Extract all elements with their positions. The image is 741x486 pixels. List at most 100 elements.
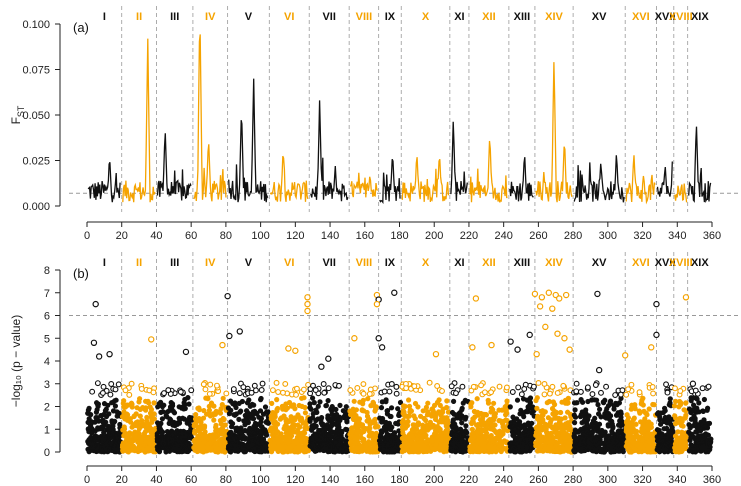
x-tick-label: 120 (286, 474, 304, 486)
chromosome-label: XIV (545, 11, 563, 23)
manhattan-point (214, 382, 220, 389)
x-tick-label: 160 (356, 230, 374, 242)
manhattan-point (269, 387, 276, 394)
manhattan-point (321, 389, 328, 396)
manhattan-point (388, 380, 395, 387)
manhattan-point-group (191, 395, 230, 455)
fst-series-line (156, 133, 192, 201)
manhattan-point (535, 379, 542, 386)
chromosome-label: VIII (356, 11, 373, 23)
manhattan-point-group (154, 395, 195, 455)
y-tick-label: 0.050 (22, 110, 50, 122)
manhattan-point-group (571, 395, 628, 455)
x-tick-label: 320 (633, 230, 651, 242)
manhattan-point (89, 388, 96, 395)
x-tick-label: 360 (703, 230, 721, 242)
manhattan-point (273, 379, 280, 386)
manhattan-point (573, 388, 580, 395)
manhattan-point (448, 383, 455, 390)
manhattan-outlier-point (469, 344, 476, 351)
manhattan-outlier-point (561, 335, 568, 342)
manhattan-point (293, 391, 299, 398)
fst-series-line (688, 126, 712, 204)
fst-series-line (87, 162, 121, 203)
manhattan-outlier-point (304, 300, 311, 308)
manhattan-outlier-point (682, 294, 690, 301)
manhattan-point (100, 383, 107, 390)
manhattan-point (126, 391, 133, 398)
manhattan-point-group (267, 395, 312, 455)
manhattan-outlier-point (226, 332, 233, 340)
chromosome-label: IX (385, 11, 396, 23)
y-tick-label: 0.075 (22, 65, 50, 77)
manhattan-outlier-point (542, 323, 549, 331)
manhattan-point (258, 387, 265, 393)
manhattan-point (617, 391, 624, 398)
manhattan-point (692, 387, 699, 394)
manhattan-point-group (671, 398, 689, 455)
fst-series-line (379, 158, 401, 205)
manhattan-point (230, 386, 237, 393)
x-tick-label: 340 (668, 230, 686, 242)
manhattan-point (248, 389, 255, 396)
manhattan-point-group (467, 396, 511, 455)
x-tick-label: 200 (425, 230, 443, 242)
chromosome-label: XVII (655, 257, 676, 269)
chromosome-label: IX (385, 257, 396, 269)
manhattan-point (515, 384, 522, 391)
fst-series-line (625, 155, 656, 205)
manhattan-point (628, 381, 635, 388)
manhattan-point (112, 386, 119, 393)
manhattan-point (188, 387, 195, 394)
manhattan-point (403, 385, 410, 392)
fst-series-line (228, 78, 269, 203)
manhattan-point (554, 390, 561, 396)
chromosome-label: VIII (356, 257, 373, 269)
manhattan-point (366, 391, 373, 397)
x-tick-label: 220 (460, 230, 478, 242)
chromosome-label: II (136, 11, 142, 23)
x-tick-label: 20 (116, 230, 128, 242)
manhattan-point-group (85, 397, 124, 455)
x-tick-label: 160 (356, 474, 374, 486)
manhattan-point (240, 384, 247, 391)
x-tick-label: 40 (150, 474, 162, 486)
fst-series-line (269, 155, 309, 202)
y-tick-label: 5 (44, 333, 50, 345)
manhattan-outlier-point (391, 289, 398, 296)
manhattan-point (223, 390, 230, 397)
x-tick-label: 300 (599, 474, 617, 486)
manhattan-outlier-point (285, 345, 292, 352)
x-tick-label: 240 (494, 230, 512, 242)
manhattan-point (300, 386, 307, 393)
manhattan-point (206, 390, 213, 397)
manhattan-point-group (307, 395, 352, 455)
manhattan-point (470, 383, 477, 390)
chromosome-label: VI (284, 11, 294, 23)
y-tick-label: 1 (44, 424, 50, 436)
manhattan-point (336, 382, 342, 389)
manhattan-point (312, 387, 319, 394)
manhattan-point (128, 380, 135, 387)
manhattan-outlier-point (595, 366, 603, 374)
manhattan-point (282, 380, 289, 387)
manhattan-point (393, 383, 400, 390)
manhattan-point (161, 390, 167, 397)
chromosome-label: II (136, 257, 142, 269)
manhattan-point (381, 388, 388, 395)
chromosome-label: XII (482, 257, 495, 269)
x-tick-label: 40 (150, 230, 162, 242)
manhattan-point-group (448, 397, 471, 455)
fst-series-line (535, 62, 573, 203)
chromosome-label: XVII (655, 11, 676, 23)
manhattan-point (275, 389, 282, 395)
manhattan-point (426, 379, 433, 386)
manhattan-point (530, 383, 537, 390)
manhattan-outlier-point (182, 348, 190, 356)
chromosome-label: X (422, 11, 430, 23)
manhattan-point (672, 385, 678, 392)
y-tick-label: 8 (44, 265, 50, 277)
manhattan-point-cloud (85, 395, 714, 455)
y-tick-label: 6 (44, 311, 50, 323)
manhattan-point (612, 392, 619, 398)
